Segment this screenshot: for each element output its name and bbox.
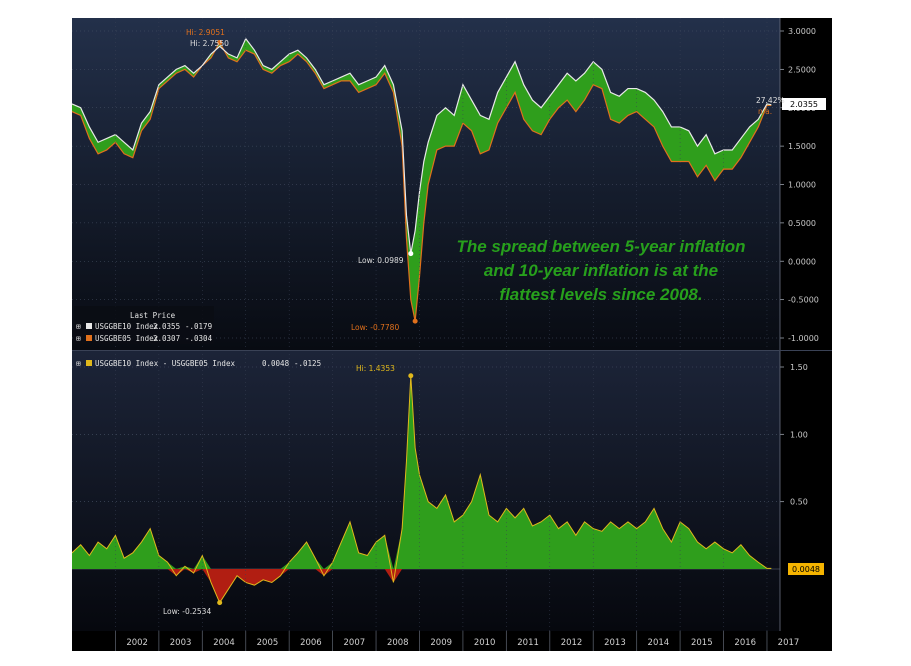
current-value-label-upper: 2.0355 (790, 100, 818, 109)
callout-line-3: flattest levels since 2008. (499, 285, 702, 304)
current-value-label-lower: 0.0048 (792, 565, 820, 574)
legend-price-usggbe05: 2.0307 (153, 334, 180, 343)
x-tick-label: 2008 (387, 638, 409, 648)
upper-tick-label: 3.0000 (788, 27, 816, 36)
hi-05-marker (217, 40, 223, 46)
x-tick-label: 2007 (344, 638, 366, 648)
legend-price-spread: 0.0048 (262, 359, 290, 368)
legend-lower: ⊞ USGGBE10 Index - USGGBE05 Index 0.0048… (76, 359, 321, 368)
lower-y-axis: 1.50 1.00 0.50 (779, 351, 808, 631)
x-tick-label: 2011 (517, 638, 539, 648)
legend-title: Last Price (130, 311, 176, 320)
legend-swatch-spread (86, 360, 92, 366)
legend-change-usggbe10: -.0179 (185, 322, 212, 331)
annotation-low-05: Low: -0.7780 (351, 323, 399, 332)
annotation-low-10: Low: 0.0989 (358, 256, 404, 265)
x-tick-label: 2003 (170, 638, 192, 648)
x-tick-label: 2004 (213, 638, 235, 648)
annotation-low-spread: Low: -0.2534 (163, 607, 211, 616)
x-tick-label: 2006 (300, 638, 322, 648)
legend-change-spread: -.0125 (294, 359, 321, 368)
legend-expander-1: ⊞ (76, 322, 81, 331)
annotation-hi-10: Hi: 2.7550 (190, 39, 229, 48)
lower-tick-label: 0.50 (790, 498, 808, 507)
callout-line-1: The spread between 5-year inflation (456, 237, 745, 256)
x-tick-label: 2016 (734, 638, 756, 648)
x-axis: 2002 2003 2004 2005 2006 2007 2008 2009 2010 2011… (115, 18, 799, 651)
upper-axis-background (780, 18, 832, 350)
x-tick-label: 2015 (691, 638, 713, 648)
upper-tick-label: 2.5000 (788, 65, 816, 74)
upper-tick-label: 0.0000 (788, 257, 816, 266)
legend-name-usggbe10: USGGBE10 Index (95, 322, 159, 331)
x-tick-label: 2002 (126, 638, 148, 648)
series-line-usggbe05 (72, 41, 772, 322)
legend-name-usggbe05: USGGBE05 Index (95, 334, 159, 343)
lower-tick-label: 1.00 (790, 430, 808, 439)
lower-tick-label: 1.50 (790, 363, 808, 372)
lower-axis-background (780, 351, 832, 631)
legend-change-usggbe05: -.0304 (185, 334, 213, 343)
upper-tick-label: 1.5000 (788, 142, 816, 151)
spread-area-positive (72, 375, 772, 569)
upper-tick-label: -0.5000 (788, 296, 819, 305)
legend-upper: Last Price ⊞ USGGBE10 Index 2.0355 -.017… (74, 306, 214, 344)
current-value-tag-lower (788, 563, 824, 575)
legend-swatch-usggbe05 (86, 335, 92, 341)
x-tick-label: 2012 (561, 638, 583, 648)
annotation-hi-spread: Hi: 1.4353 (356, 364, 395, 373)
low-10-marker (408, 251, 414, 257)
legend-name-spread: USGGBE10 Index - USGGBE05 Index (95, 359, 235, 368)
x-tick-label: 2005 (257, 638, 279, 648)
callout-line-2: and 10-year inflation is at the (484, 261, 718, 280)
low-05-marker (412, 318, 418, 324)
legend-expander-3: ⊞ (76, 359, 81, 368)
x-tick-label: 2009 (430, 638, 452, 648)
legend-swatch-usggbe10 (86, 323, 92, 329)
x-axis-background (72, 631, 832, 651)
current-value-tag-upper (782, 98, 826, 110)
right-label-na: n.a. (758, 107, 772, 116)
legend-upper-box (74, 306, 214, 344)
upper-tick-label: 1.0000 (788, 181, 816, 190)
x-tick-label: 2014 (648, 638, 670, 648)
hi-spread-marker (408, 373, 414, 379)
x-tick-label: 2013 (604, 638, 626, 648)
legend-expander-2: ⊞ (76, 334, 81, 343)
upper-tick-label: 0.5000 (788, 219, 816, 228)
low-spread-marker (217, 600, 223, 606)
x-tick-label: 2017 (778, 638, 800, 648)
annotation-hi-05: Hi: 2.9051 (186, 28, 225, 37)
lower-panel-background (72, 351, 780, 631)
right-label-pct: 27.42% (756, 96, 785, 105)
upper-tick-label: -1.0000 (788, 334, 819, 343)
legend-price-usggbe10: 2.0355 (153, 322, 180, 331)
x-tick-label: 2010 (474, 638, 496, 648)
series-line-usggbe10 (72, 37, 772, 254)
spread-area-negative (72, 569, 772, 603)
